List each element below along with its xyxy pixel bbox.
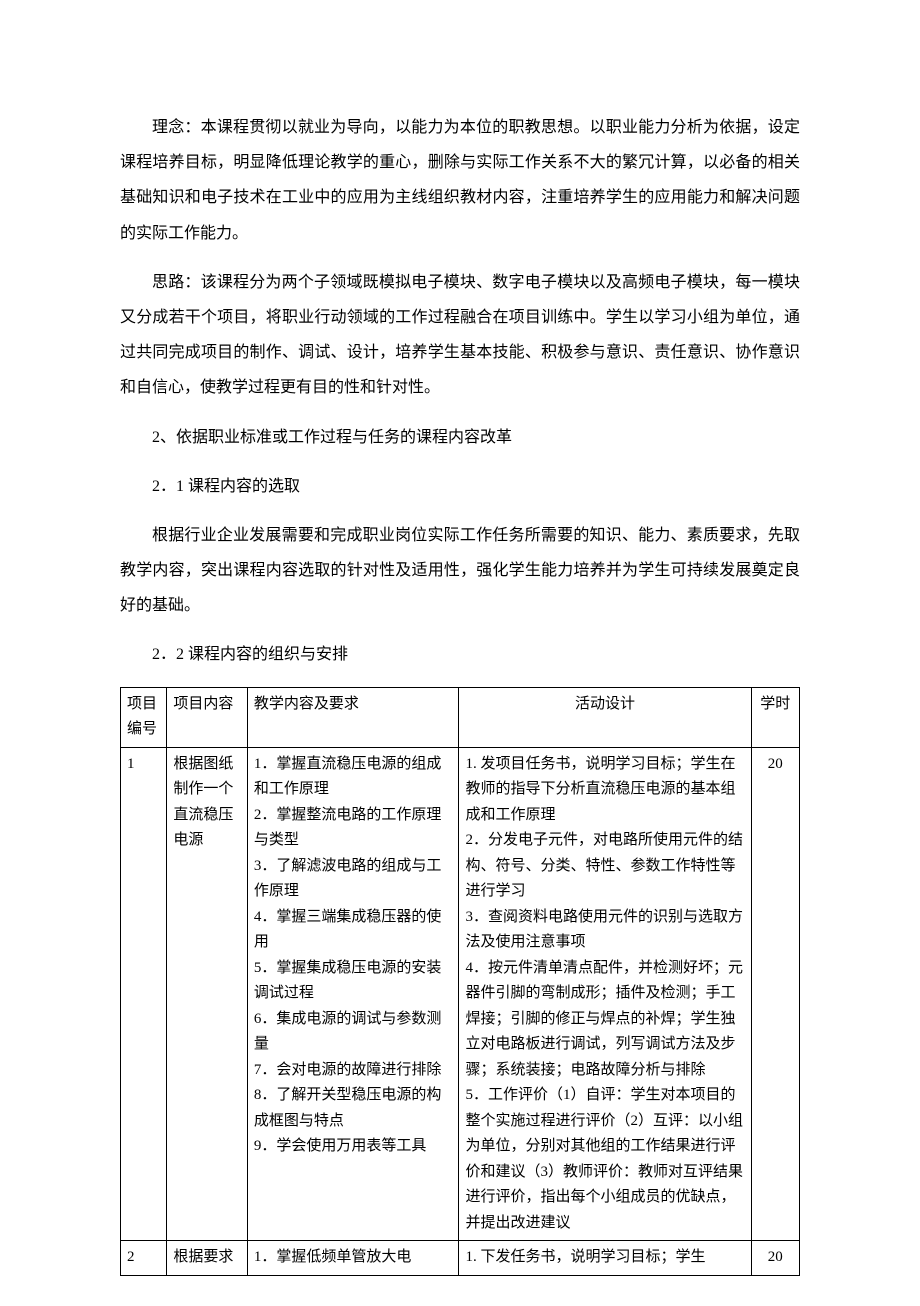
header-project-number: 项目编号	[121, 687, 167, 747]
heading-section-2-2: 2．2 课程内容的组织与安排	[120, 637, 800, 672]
cell-teaching-requirements: 1．掌握低频单管放大电	[247, 1241, 459, 1276]
cell-project-content: 根据要求	[167, 1241, 248, 1276]
heading-section-2-1: 2．1 课程内容的选取	[120, 469, 800, 504]
cell-hours: 20	[751, 747, 799, 1241]
paragraph-approach: 思路：该课程分为两个子领域既模拟电子模块、数字电子模块以及高频电子模块，每一模块…	[120, 265, 800, 406]
cell-project-number: 1	[121, 747, 167, 1241]
paragraph-rationale: 理念：本课程贯彻以就业为导向，以能力为本位的职教思想。以职业能力分析为依据，设定…	[120, 110, 800, 251]
paragraph-content-selection: 根据行业企业发展需要和完成职业岗位实际工作任务所需要的知识、能力、素质要求，先取…	[120, 518, 800, 624]
header-teaching-requirements: 教学内容及要求	[247, 687, 459, 747]
cell-activity-design: 1. 发项目任务书，说明学习目标；学生在教师的指导下分析直流稳压电源的基本组成和…	[459, 747, 751, 1241]
header-activity-design: 活动设计	[459, 687, 751, 747]
cell-project-content: 根据图纸制作一个直流稳压电源	[167, 747, 248, 1241]
table-row: 2 根据要求 1．掌握低频单管放大电 1. 下发任务书，说明学习目标；学生 20	[121, 1241, 800, 1276]
table-header-row: 项目编号 项目内容 教学内容及要求 活动设计 学时	[121, 687, 800, 747]
header-project-content: 项目内容	[167, 687, 248, 747]
cell-teaching-requirements: 1．掌握直流稳压电源的组成和工作原理 2．掌握整流电路的工作原理与类型 3．了解…	[247, 747, 459, 1241]
cell-hours: 20	[751, 1241, 799, 1276]
header-hours: 学时	[751, 687, 799, 747]
cell-project-number: 2	[121, 1241, 167, 1276]
table-row: 1 根据图纸制作一个直流稳压电源 1．掌握直流稳压电源的组成和工作原理 2．掌握…	[121, 747, 800, 1241]
course-schedule-table: 项目编号 项目内容 教学内容及要求 活动设计 学时 1 根据图纸制作一个直流稳压…	[120, 687, 800, 1276]
cell-activity-design: 1. 下发任务书，说明学习目标；学生	[459, 1241, 751, 1276]
heading-section-2: 2、依据职业标准或工作过程与任务的课程内容改革	[120, 420, 800, 455]
